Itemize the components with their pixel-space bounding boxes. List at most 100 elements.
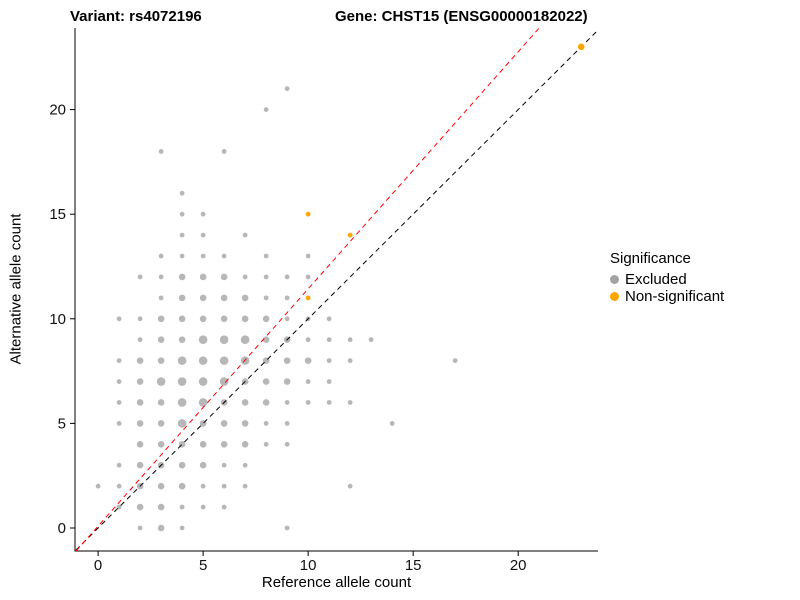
point-excluded (263, 107, 269, 112)
point-excluded (199, 273, 207, 281)
point-excluded (305, 274, 311, 280)
point-excluded (157, 441, 165, 448)
axis-lines (74, 28, 598, 552)
point-excluded (136, 441, 144, 448)
point-excluded (178, 294, 186, 302)
point-excluded (262, 399, 270, 406)
point-excluded (177, 398, 187, 407)
legend: Significance Excluded Non-significant (610, 250, 724, 305)
point-excluded (263, 295, 269, 301)
point-excluded (158, 274, 164, 280)
point-excluded (136, 420, 144, 427)
point-excluded (326, 316, 332, 322)
point-excluded (242, 232, 248, 238)
point-excluded (219, 377, 229, 386)
point-excluded (158, 253, 164, 259)
point-excluded (198, 335, 208, 345)
x-tick-label: 5 (199, 557, 207, 574)
point-excluded (347, 483, 353, 489)
point-excluded (136, 461, 144, 469)
point-non-significant (347, 232, 353, 238)
point-excluded (220, 273, 228, 281)
point-excluded (200, 211, 206, 217)
point-excluded (326, 379, 332, 384)
point-excluded (284, 274, 290, 280)
point-excluded (95, 483, 101, 489)
point-excluded (158, 149, 164, 154)
point-non-significant (305, 295, 311, 301)
point-excluded (284, 295, 290, 301)
point-excluded (200, 504, 206, 510)
point-excluded (262, 378, 270, 385)
y-axis-label: Alternative allele count (7, 213, 25, 365)
point-excluded (304, 357, 312, 364)
point-excluded (137, 316, 143, 322)
point-excluded (178, 315, 186, 323)
point-excluded (220, 420, 228, 427)
point-excluded (221, 483, 227, 489)
y-tick-label: 5 (58, 415, 66, 432)
legend-item-label-excluded: Excluded (625, 271, 687, 288)
point-excluded (241, 399, 249, 406)
point-excluded (199, 461, 207, 469)
point-excluded (242, 274, 248, 280)
point-excluded (284, 316, 290, 322)
point-excluded (178, 336, 186, 344)
x-tick-label: 10 (300, 557, 317, 574)
point-excluded (136, 503, 144, 511)
point-excluded (284, 441, 290, 447)
point-non-significant (305, 211, 311, 217)
y-tick-label: 15 (49, 206, 66, 223)
point-excluded (305, 379, 311, 384)
point-excluded (305, 400, 311, 405)
point-excluded (262, 336, 270, 344)
point-excluded (157, 336, 165, 344)
point-excluded (137, 525, 143, 531)
point-excluded (116, 358, 122, 364)
x-axis-label: Reference allele count (261, 574, 412, 591)
y-tick-label: 10 (49, 311, 66, 328)
point-excluded (389, 420, 395, 426)
point-excluded (157, 420, 165, 427)
point-excluded (177, 356, 187, 365)
point-excluded (178, 461, 186, 469)
gene-title: Gene: CHST15 (ENSG00000182022) (335, 8, 588, 25)
point-non-significant (577, 43, 585, 51)
point-excluded (347, 400, 353, 405)
point-excluded (136, 399, 144, 406)
point-excluded (198, 377, 208, 386)
point-excluded (198, 398, 208, 407)
point-excluded (326, 358, 332, 364)
variant-title: Variant: rs4072196 (70, 8, 202, 25)
point-excluded (220, 315, 228, 323)
point-excluded (284, 400, 290, 405)
point-excluded (221, 504, 227, 510)
point-excluded (179, 253, 185, 259)
point-excluded (220, 294, 228, 302)
point-excluded (177, 419, 187, 428)
point-excluded (240, 335, 250, 345)
point-excluded (116, 420, 122, 426)
point-excluded (179, 525, 185, 531)
point-excluded (177, 377, 187, 386)
ref-line-identity (75, 29, 599, 551)
point-excluded (179, 190, 185, 196)
point-excluded (283, 378, 291, 385)
point-excluded (156, 377, 166, 386)
point-excluded (242, 483, 248, 489)
point-excluded (219, 335, 229, 345)
point-excluded (263, 420, 269, 426)
point-excluded (179, 504, 185, 510)
ref-line-fitted-ratio (75, 27, 540, 552)
point-excluded (284, 420, 290, 426)
point-excluded (221, 149, 227, 154)
point-excluded (179, 232, 185, 238)
point-excluded (116, 462, 122, 468)
point-excluded (368, 337, 374, 343)
point-excluded (284, 525, 290, 531)
point-excluded (157, 357, 165, 364)
point-excluded (199, 294, 207, 302)
point-excluded (263, 274, 269, 280)
point-excluded (241, 294, 249, 302)
